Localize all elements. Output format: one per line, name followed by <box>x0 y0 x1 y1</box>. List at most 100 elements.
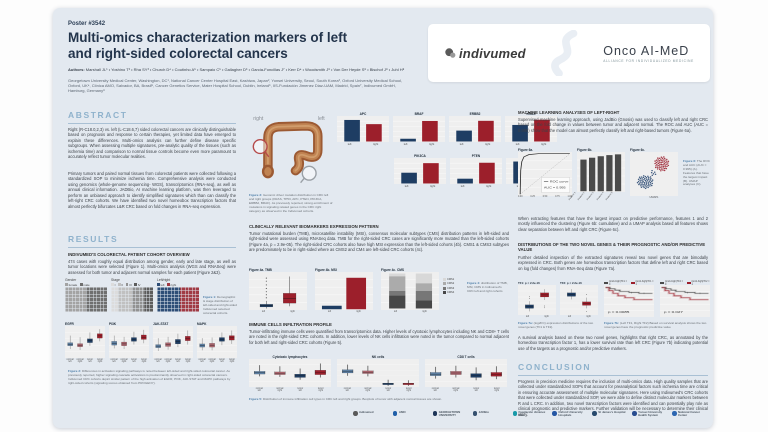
gene-xlabels: left right <box>394 184 446 188</box>
tick-label: left <box>567 315 572 318</box>
chart-canvas <box>65 326 105 359</box>
footer-logo: AMO <box>392 410 430 416</box>
tick-label: tumor left <box>131 358 137 364</box>
ml-text-2: When extracting features that have the l… <box>518 216 708 232</box>
biomarkers-text: Tumor mutational burden (TMB), microsate… <box>249 231 509 253</box>
legend-swatch <box>443 291 446 295</box>
legend-item: male <box>79 283 90 287</box>
footer-partner-logos: indivumed AMO GEORGETOWN UNIVERSITY JADBio F… <box>353 410 709 418</box>
immune-panel-title: NK cells <box>371 355 385 359</box>
figure1-caption-label: Figure 1: <box>203 295 217 299</box>
figure3-caption: Figure 3: Genomic driver mutation distri… <box>249 193 333 214</box>
tick-label: tumor right <box>493 387 500 393</box>
tick-label: tumor left <box>219 358 225 364</box>
km-legend-item: (prob-high)TF2 = 0 <box>660 280 684 286</box>
axis-tick-labels: left right <box>249 311 307 314</box>
gene-plot <box>337 116 389 143</box>
tf-boxplot: TF1: p < 2.2e-16 left right <box>518 281 556 318</box>
chart-canvas <box>249 359 331 388</box>
chart-canvas <box>425 359 507 388</box>
waffle-title: Stage <box>111 278 120 282</box>
tick-label: tumor left <box>175 358 181 364</box>
gene-bar-chart: BRAF left right <box>393 112 445 146</box>
legend-item: CMS4 <box>443 291 461 295</box>
footer-logo-label: JADBio <box>478 410 490 414</box>
km-panel: p = 0.0085 <box>604 285 654 317</box>
tick-label: normal left <box>255 387 263 393</box>
waffle-title: Left/right <box>157 278 171 282</box>
tick-label: left <box>525 315 530 318</box>
conclusion-heading: CONCLUSION <box>518 362 708 376</box>
boxplot-panel <box>425 359 507 388</box>
figure7b-survival-curves: (prob-high)TF1 = 0(prob-high)TF1 = 1 p = … <box>604 280 711 317</box>
tick-label: tumor right <box>141 358 147 364</box>
cms-panel <box>381 272 439 311</box>
xlabel: right <box>428 142 435 147</box>
tick-label: right <box>544 315 549 318</box>
rotated-xlabel: Feature 2 <box>577 192 586 202</box>
chart-canvas <box>505 116 557 143</box>
gene-plot <box>450 158 502 185</box>
legend-swatch <box>117 282 121 286</box>
legend-swatch <box>443 282 446 286</box>
msi-panel <box>315 272 373 311</box>
chart-canvas <box>153 326 193 359</box>
legend-swatch <box>686 282 691 284</box>
poster-title: Multi-omics characterization markers of … <box>68 30 347 62</box>
tick-label: 0.00 <box>518 196 523 199</box>
tick-label: tumor right <box>185 358 191 364</box>
gene-bar-chart: ERBB2 left right <box>449 112 501 146</box>
axis-tick-labels: normal left normal right tumor left tumor r… <box>65 359 105 364</box>
figure5-caption-text: Distribution of immune infiltration cell… <box>262 397 443 401</box>
footer-logo-icon <box>392 411 398 416</box>
chart-canvas <box>197 326 237 359</box>
figure7a-boxplots: TF1: p < 2.2e-16 left right TF2: p < 2.2e-1… <box>518 281 598 318</box>
figure4c-cms: Figure 4c. CMS left right <box>381 268 439 313</box>
waffle-chart: Left/right left right <box>157 278 199 312</box>
tick-label: normal right <box>164 358 172 364</box>
axis-tick-labels: left right <box>518 316 556 319</box>
gene-xlabels: left right <box>450 184 502 188</box>
tick-label: 0.75 <box>555 196 560 199</box>
umap-panel <box>630 152 678 197</box>
gene-xlabels: left right <box>337 142 389 146</box>
footer-logo: St James's Hospital <box>592 410 629 416</box>
boxplot-panel <box>153 326 193 359</box>
km-legend-item: (prob-high)TF2 = 1 <box>686 280 711 286</box>
figure6c-title: Figure 6c. <box>630 148 646 152</box>
figure4a-title: Figure 4a. TMB <box>249 268 272 272</box>
figure4-caption-label: Figure 4: <box>467 281 481 285</box>
km-chart: (prob-high)TF2 = 0(prob-high)TF2 = 1 p = … <box>660 280 711 317</box>
boxplot-panel <box>249 359 331 388</box>
axis-tick-labels: left right <box>381 311 439 314</box>
axis-tick-labels: normal left normal right tumor left tumor r… <box>153 359 193 364</box>
figure2-caption-label: Figure 2: <box>68 369 82 373</box>
footer-logo: JADBio <box>472 410 510 416</box>
chart-canvas <box>518 285 556 316</box>
authors-line: Authors: Marshall JL¹ • Yoshino T² • Rha… <box>68 67 413 72</box>
pathway-boxplot: MAPK normal left normal right tumor left tum… <box>197 322 237 364</box>
onco-aimed-tagline: ALLIANCE FOR INDIVIDUALIZED MEDICINE <box>603 58 694 63</box>
waffle-legend: female male <box>65 283 107 288</box>
chart-canvas: p = 0.0085 <box>604 285 654 317</box>
indivumed-wordmark: indivumed <box>459 45 526 61</box>
axis-tick-labels: left right <box>315 311 373 314</box>
tick-label: tumor right <box>405 387 412 393</box>
tick-label: 1.00 <box>567 196 572 199</box>
poster: Poster #3542 Multi-omics characterizatio… <box>53 8 713 428</box>
xlabel: left <box>404 184 409 189</box>
xlabel: right <box>540 142 547 147</box>
poster-number: Poster #3542 <box>68 21 106 27</box>
survival-text: A survival analysis based on these two n… <box>518 335 708 351</box>
footer-logo-label: National Cancer Center <box>678 410 701 418</box>
figure7a-caption-label: Figure 7a: <box>518 321 533 325</box>
immune-boxplot: Cytotoxic lymphocytes normal left normal r… <box>249 355 331 393</box>
footer-logo: indivumed <box>353 410 390 416</box>
tf-title: TF2: p < 2.2e-16 <box>560 281 582 285</box>
footer-logo-label: Oxford University Hospitals <box>558 410 583 418</box>
chart-canvas <box>393 116 445 143</box>
genes-subheading: DISTRIBUTIONS OF THE TWO NOVEL GENES & T… <box>518 242 706 253</box>
pathway-boxplot: JAK-STAT normal left normal right tumor lef… <box>153 322 193 364</box>
figure5-caption: Figure 5: Distribution of immune infiltr… <box>249 397 509 402</box>
immune-boxplot: CD8 T cells normal left normal right tumor … <box>425 355 507 393</box>
